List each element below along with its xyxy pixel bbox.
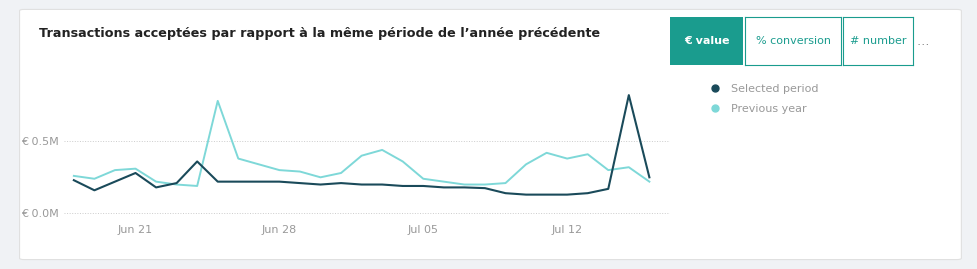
Text: Transactions acceptées par rapport à la même période de l’année précédente: Transactions acceptées par rapport à la … xyxy=(39,27,600,40)
Text: # number: # number xyxy=(849,36,906,46)
Text: …: … xyxy=(915,35,927,48)
Text: % conversion: % conversion xyxy=(755,36,829,46)
Legend: Selected period, Previous year: Selected period, Previous year xyxy=(699,79,822,118)
Text: € value: € value xyxy=(683,36,729,46)
